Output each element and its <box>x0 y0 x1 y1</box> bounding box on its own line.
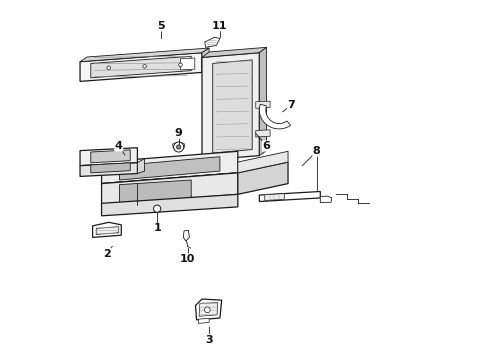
Polygon shape <box>259 192 320 202</box>
Text: 11: 11 <box>212 21 228 31</box>
Polygon shape <box>238 162 288 194</box>
Polygon shape <box>196 299 221 320</box>
FancyBboxPatch shape <box>216 121 245 130</box>
FancyBboxPatch shape <box>216 96 245 105</box>
Polygon shape <box>101 194 238 216</box>
Polygon shape <box>101 151 238 184</box>
Text: 10: 10 <box>180 254 196 264</box>
Polygon shape <box>180 143 185 148</box>
Polygon shape <box>202 48 209 72</box>
Polygon shape <box>101 173 238 205</box>
Polygon shape <box>101 173 238 205</box>
Circle shape <box>173 142 184 152</box>
Polygon shape <box>96 226 119 234</box>
Text: 5: 5 <box>157 21 165 31</box>
Text: 9: 9 <box>175 129 183 138</box>
Circle shape <box>143 64 147 68</box>
Polygon shape <box>91 163 130 173</box>
Polygon shape <box>120 157 220 180</box>
Polygon shape <box>320 196 332 203</box>
Polygon shape <box>80 163 137 176</box>
Polygon shape <box>180 58 195 70</box>
Polygon shape <box>93 222 122 237</box>
Polygon shape <box>80 48 209 62</box>
Polygon shape <box>91 56 191 78</box>
Polygon shape <box>137 158 145 174</box>
Text: 6: 6 <box>263 141 270 151</box>
Polygon shape <box>259 104 291 129</box>
Polygon shape <box>80 148 137 166</box>
Polygon shape <box>202 53 259 160</box>
Circle shape <box>179 63 182 67</box>
Polygon shape <box>205 37 220 47</box>
Text: 1: 1 <box>153 224 161 233</box>
Text: 3: 3 <box>205 334 213 345</box>
Polygon shape <box>199 303 218 316</box>
Text: 4: 4 <box>115 141 122 151</box>
FancyBboxPatch shape <box>216 72 245 81</box>
Circle shape <box>153 205 161 212</box>
Text: 2: 2 <box>103 248 111 258</box>
Polygon shape <box>259 47 267 156</box>
Polygon shape <box>91 150 130 163</box>
Polygon shape <box>198 319 209 323</box>
Circle shape <box>204 307 210 313</box>
Circle shape <box>107 66 111 69</box>
Text: 7: 7 <box>288 100 295 110</box>
Polygon shape <box>202 47 267 57</box>
Polygon shape <box>80 53 202 81</box>
Circle shape <box>176 145 181 149</box>
Polygon shape <box>172 143 177 148</box>
Polygon shape <box>256 101 270 108</box>
Polygon shape <box>213 60 252 153</box>
Polygon shape <box>120 180 191 205</box>
Polygon shape <box>265 194 285 201</box>
Text: 8: 8 <box>313 146 320 156</box>
Polygon shape <box>238 151 288 173</box>
Polygon shape <box>183 230 190 241</box>
Polygon shape <box>256 130 270 137</box>
